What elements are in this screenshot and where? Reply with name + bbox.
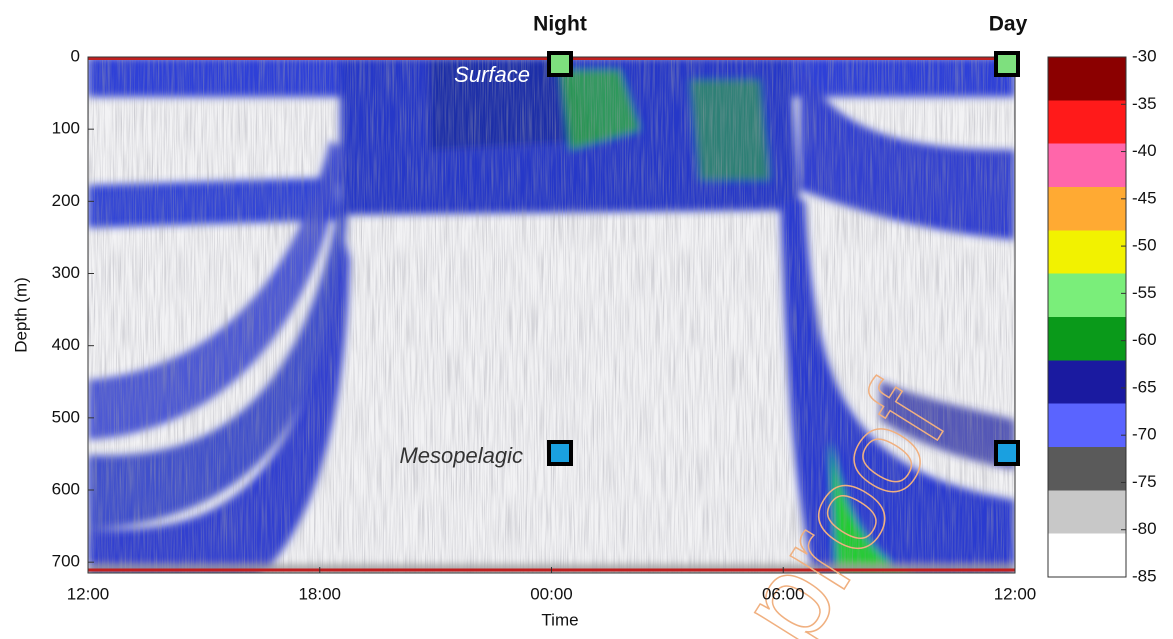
column-label: Night [533, 13, 587, 36]
x-tick-label: 06:00 [762, 584, 805, 603]
colorbar-tick-label: -30 [1132, 46, 1157, 65]
x-axis-label: Time [541, 610, 578, 629]
day-meso-marker [994, 440, 1020, 466]
colorbar-tick-label: -70 [1132, 425, 1157, 444]
x-tick-label: 12:00 [67, 584, 110, 603]
y-axis-label: Depth (m) [11, 277, 30, 353]
colorbar-tick-label: -50 [1132, 236, 1157, 255]
y-tick-label: 0 [71, 46, 80, 65]
colorbar-tick-label: -75 [1132, 472, 1157, 491]
echogram-texture [88, 57, 1015, 573]
day-surface-marker [994, 51, 1020, 77]
x-tick-label: 18:00 [298, 584, 341, 603]
colorbar-tick-label: -45 [1132, 188, 1157, 207]
y-tick-label: 300 [52, 263, 80, 282]
column-label: Day [989, 13, 1028, 36]
y-tick-label: 700 [52, 552, 80, 571]
colorbar-tick-label: -85 [1132, 566, 1157, 585]
x-tick-label: 12:00 [994, 584, 1037, 603]
station-markers [547, 51, 1020, 466]
night-meso-marker [547, 440, 573, 466]
x-tick-label: 00:00 [530, 584, 573, 603]
layer-label: Mesopelagic [399, 443, 523, 468]
y-tick-label: 400 [52, 335, 80, 354]
colorbar-tick-label: -40 [1132, 141, 1157, 160]
colorbar-tick-label: -80 [1132, 519, 1157, 538]
colorbar [1047, 56, 1127, 578]
y-tick-label: 200 [52, 191, 80, 210]
y-tick-label: 600 [52, 479, 80, 498]
night-surface-marker [547, 51, 573, 77]
colorbar-tick-label: -35 [1132, 94, 1157, 113]
layer-label: Surface [454, 62, 530, 87]
colorbar-tick-label: -65 [1132, 377, 1157, 396]
y-tick-label: 500 [52, 407, 80, 426]
y-tick-label: 100 [52, 119, 80, 138]
colorbar-tick-label: -55 [1132, 283, 1157, 302]
colorbar-tick-label: -60 [1132, 330, 1157, 349]
